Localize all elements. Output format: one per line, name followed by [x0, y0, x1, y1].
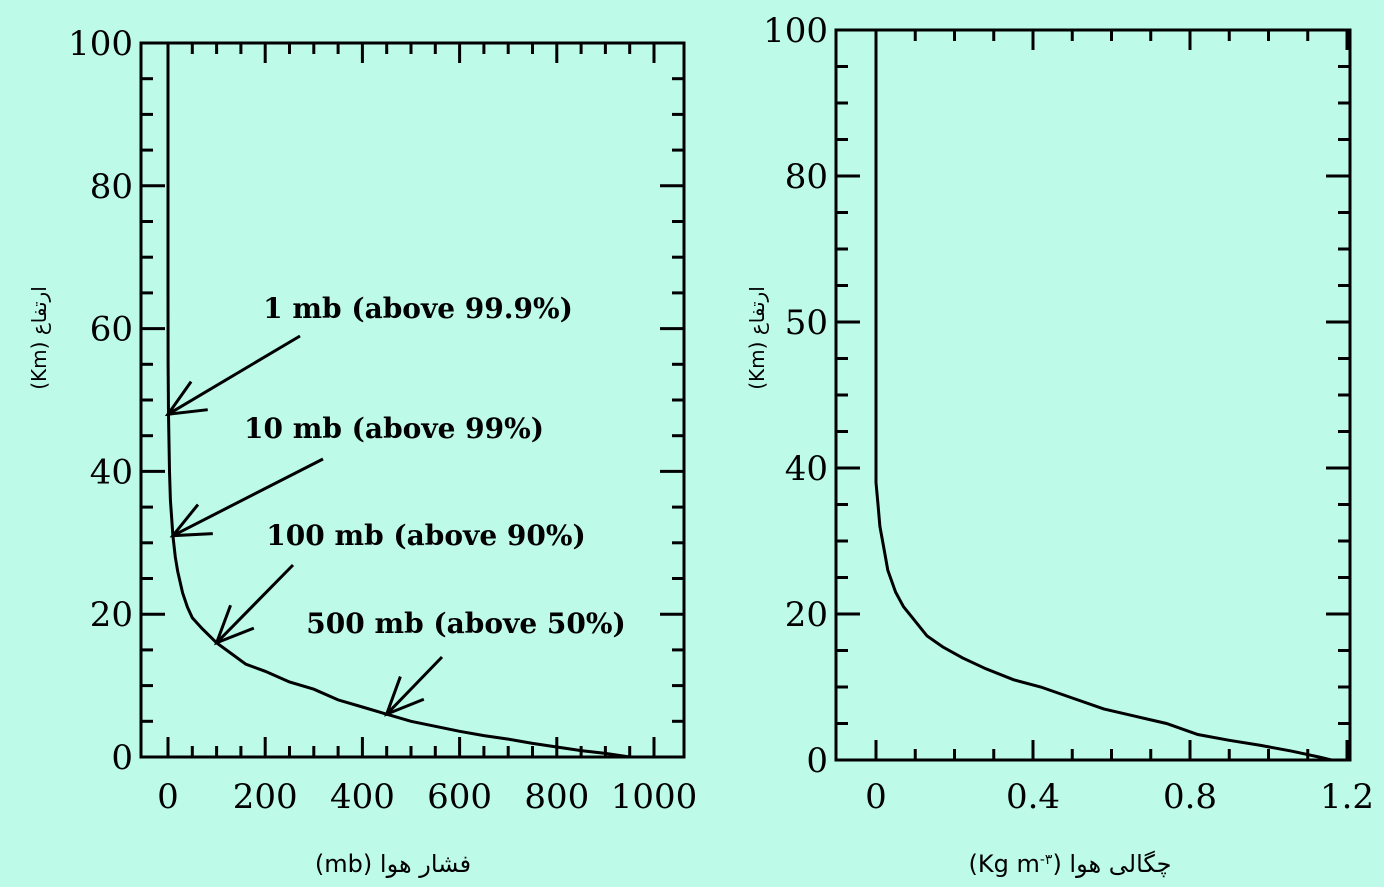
chart-left: 0 200 400 600 800 1000 0 20 40 60 80 100 1 mb (abo… — [27, 24, 697, 878]
annotation-arrow-2 — [215, 563, 295, 644]
annotation-arrowhead-1 — [169, 503, 213, 538]
annotation-arrow-3 — [385, 655, 444, 716]
chart-left-yticks — [141, 41, 684, 759]
annotation-arrowhead-0 — [164, 380, 208, 417]
chart-left-xtick-label-0: 0 — [157, 777, 179, 817]
chart-left-ytick-labels: 0 20 40 60 80 100 — [68, 24, 133, 778]
annotation-arrowhead-2 — [214, 604, 255, 646]
chart-right-xtick-label-0: 0 — [865, 777, 887, 817]
chart-right-xticks — [874, 30, 1349, 760]
annotation-label-0: 1 mb (above 99.9%) — [263, 292, 573, 325]
chart-right-ytick-labels: 0 20 40 50 80 100 — [763, 11, 828, 781]
chart-left-xtick-label-4: 800 — [524, 777, 589, 817]
chart-right-ytick-label-4: 80 — [785, 157, 828, 197]
chart-left-pressure-curve — [166, 43, 630, 759]
chart-left-xtick-label-1: 200 — [233, 777, 298, 817]
chart-right: 0 0.4 0.8 1.2 0 20 40 50 80 100 چگالی هوا (Kg m-… — [745, 11, 1374, 878]
chart-left-ytick-label-4: 80 — [90, 167, 133, 207]
chart-left-ytick-label-2: 40 — [90, 452, 133, 492]
chart-left-xtick-label-3: 600 — [427, 777, 492, 817]
chart-left-xtick-label-5: 1000 — [611, 777, 698, 817]
chart-left-ytick-label-0: 0 — [111, 738, 133, 778]
chart-left-xtick-labels: 0 200 400 600 800 1000 — [157, 777, 697, 817]
chart-right-xtick-labels: 0 0.4 0.8 1.2 — [865, 777, 1374, 817]
annotation-label-3: 500 mb (above 50%) — [306, 607, 625, 640]
chart-left-frame — [139, 41, 686, 759]
chart-right-density-curve — [874, 30, 1332, 762]
chart-right-xlabel: چگالی هوا (Kg m-۳) — [969, 850, 1172, 878]
annotation-arrow-1 — [172, 457, 324, 537]
chart-right-ytick-label-2: 40 — [785, 449, 828, 489]
chart-right-xtick-label-1: 0.4 — [1006, 777, 1060, 817]
annotation-arrow-0 — [167, 334, 301, 416]
chart-left-ylabel: ارتفاع (Km) — [27, 286, 51, 390]
annotation-label-1: 10 mb (above 99%) — [244, 412, 544, 445]
chart-left-ytick-label-3: 60 — [90, 310, 133, 350]
chart-left-xticks — [166, 43, 656, 757]
chart-right-xlabel-main: چگالی هوا (Kg m — [978, 850, 1172, 878]
annotation-arrowhead-3 — [384, 676, 425, 717]
chart-right-ytick-label-3: 50 — [785, 303, 828, 343]
chart-left-ytick-label-5: 100 — [68, 24, 133, 64]
chart-right-xtick-label-2: 0.8 — [1163, 777, 1217, 817]
chart-right-xlabel-exponent: -۳ — [1040, 852, 1053, 868]
chart-right-ylabel: ارتفاع (Km) — [745, 286, 769, 390]
chart-right-xtick-label-3: 1.2 — [1320, 777, 1374, 817]
chart-right-ytick-label-1: 20 — [785, 595, 828, 635]
chart-left-ytick-label-1: 20 — [90, 595, 133, 635]
chart-right-xlabel-close: ) — [969, 850, 978, 878]
chart-right-ytick-label-0: 0 — [806, 741, 828, 781]
annotation-label-2: 100 mb (above 90%) — [266, 519, 585, 552]
chart-left-xlabel: فشار هوا (mb) — [315, 850, 471, 878]
chart-right-ytick-label-5: 100 — [763, 11, 828, 51]
chart-right-yticks — [836, 28, 1350, 762]
chart-right-frame — [834, 28, 1352, 762]
chart-left-annotations: 1 mb (above 99.9%) 10 mb (above 99%) 100 m… — [164, 292, 626, 717]
chart-left-xtick-label-2: 400 — [330, 777, 395, 817]
